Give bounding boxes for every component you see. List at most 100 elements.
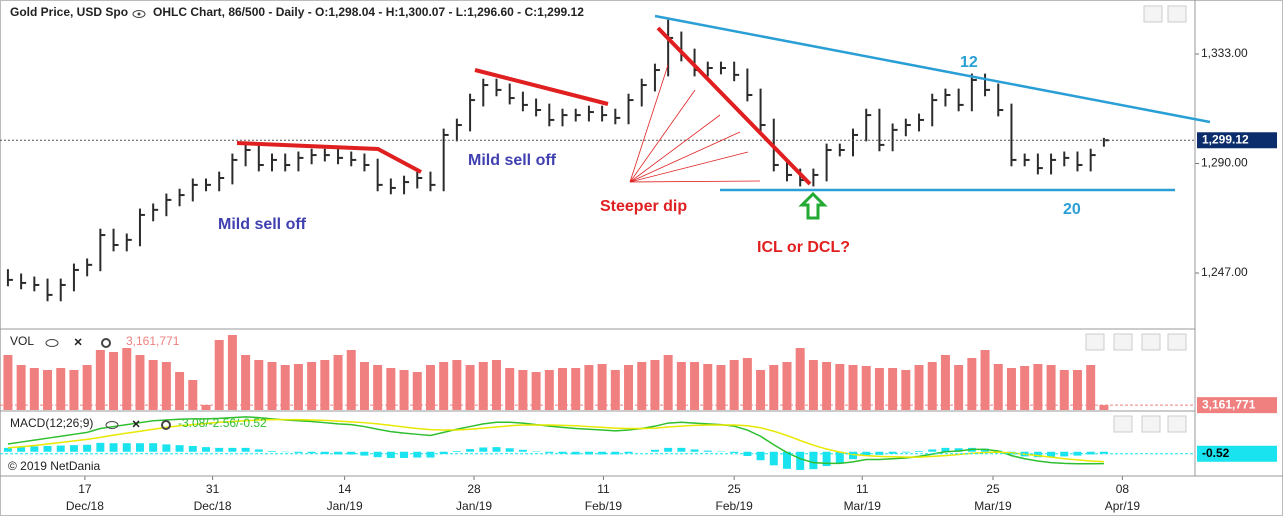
macd-histogram-bar <box>400 451 409 458</box>
volume-bar <box>122 348 132 410</box>
annotation: 12 <box>960 54 978 71</box>
x-tick-label: 31 <box>206 482 220 496</box>
macd-histogram-bar <box>505 448 514 452</box>
macd-histogram-bar <box>386 451 395 458</box>
settings-button[interactable] <box>161 420 171 430</box>
macd-histogram-bar <box>624 451 633 454</box>
volume-bar <box>980 350 990 410</box>
volume-bar <box>43 370 53 410</box>
macd-histogram-bar <box>1047 451 1056 458</box>
x-tick-sublabel: Apr/19 <box>1105 499 1141 513</box>
annotation-lines <box>236 14 1211 220</box>
volume-bar <box>927 362 937 410</box>
y-tick-label: 1,333.00 <box>1201 46 1248 60</box>
panel-value: -3.08/-2.56/-0.52 <box>178 416 267 430</box>
volume-bar <box>716 365 726 410</box>
volume-bar <box>148 360 158 410</box>
macd-histogram-bar <box>96 442 105 452</box>
move-button[interactable] <box>1167 5 1187 23</box>
macd-histogram-bar <box>888 451 897 454</box>
macd-histogram-bar <box>373 451 382 458</box>
macd-histogram-bar <box>1033 451 1042 458</box>
panel-button[interactable] <box>1167 415 1187 433</box>
macd-histogram-bar <box>122 443 131 452</box>
eye-button[interactable] <box>132 10 146 18</box>
macd-histogram-bar <box>518 449 527 452</box>
volume-bar <box>571 368 581 410</box>
volume-bar <box>848 365 858 410</box>
annotation: Mild sell off <box>218 216 307 233</box>
macd-histogram-bar <box>558 451 567 454</box>
panel-button[interactable] <box>1141 415 1161 433</box>
volume-bar <box>756 370 766 410</box>
panel-title: VOL <box>10 334 34 348</box>
volume-bar <box>650 360 660 410</box>
macd-histogram-bar <box>135 443 144 452</box>
volume-bar <box>95 350 105 410</box>
volume-bar <box>742 358 752 410</box>
macd-histogram-bar <box>769 451 778 466</box>
volume-bar <box>346 350 356 410</box>
macd-histogram-bar <box>241 447 250 452</box>
volume-bar <box>1099 405 1109 410</box>
volume-bar <box>861 366 871 410</box>
volume-bar <box>293 364 303 410</box>
macd-histogram-bar <box>703 450 712 452</box>
fan-line <box>629 64 669 183</box>
fan-line <box>629 89 696 183</box>
settings-button[interactable] <box>101 338 111 348</box>
x-tick-sublabel: Mar/19 <box>844 499 882 513</box>
macd-histogram-bar <box>83 444 92 452</box>
macd-histogram-bar <box>611 451 620 455</box>
volume-bar <box>1059 370 1069 410</box>
volume-bar <box>29 368 39 410</box>
fan-line <box>629 180 761 183</box>
volume-bar <box>954 365 964 410</box>
macd-histogram-bar <box>835 451 844 463</box>
eye-button[interactable] <box>45 339 59 347</box>
trend-line <box>656 26 812 186</box>
volume-bar <box>227 335 237 410</box>
volume-bar <box>82 365 92 410</box>
close-button[interactable]: × <box>74 334 82 350</box>
panel-button[interactable] <box>1141 333 1161 351</box>
volume-bar <box>452 360 462 410</box>
volume-bar <box>769 365 779 410</box>
panel-button[interactable] <box>1085 333 1105 351</box>
macd-histogram-bar <box>756 451 765 461</box>
volume-bar <box>584 365 594 410</box>
macd-buttons: × <box>105 415 1187 433</box>
macd-histogram-bar <box>598 451 607 455</box>
volume-bar <box>280 365 290 410</box>
x-tick-sublabel: Feb/19 <box>715 499 753 513</box>
maximize-button[interactable] <box>1143 5 1163 23</box>
x-tick-label: 25 <box>727 482 741 496</box>
volume-bar <box>16 365 26 410</box>
macd-histogram-bar <box>17 447 26 452</box>
volume-bar <box>518 370 528 410</box>
fan-line <box>629 114 721 183</box>
eye-button[interactable] <box>105 421 119 429</box>
panel-button[interactable] <box>1167 333 1187 351</box>
volume-bar <box>478 362 488 410</box>
macd-histogram-bar <box>69 445 78 452</box>
volume-bar <box>624 365 634 410</box>
volume-bar <box>663 355 673 410</box>
macd-histogram-bar <box>822 451 831 467</box>
layers: 1,247.00 1,290.00 1,333.00 1,299.12 17 Dec/18… <box>0 19 1277 513</box>
volume-bar <box>465 365 475 410</box>
macd-histogram-bar <box>228 447 237 452</box>
x-tick-label: 28 <box>467 482 481 496</box>
panel-button[interactable] <box>1113 415 1133 433</box>
x-tick-sublabel: Jan/19 <box>456 499 492 513</box>
macd-histogram-bar <box>690 449 699 452</box>
macd-histogram-bar <box>571 451 580 455</box>
volume-bar <box>373 365 383 410</box>
volume-bar <box>940 355 950 410</box>
panel-button[interactable] <box>1113 333 1133 351</box>
macd-histogram-bar <box>1060 451 1069 457</box>
close-button[interactable]: × <box>132 416 140 432</box>
macd-histogram-bar <box>56 445 65 452</box>
macd-histogram-bar <box>254 449 263 452</box>
